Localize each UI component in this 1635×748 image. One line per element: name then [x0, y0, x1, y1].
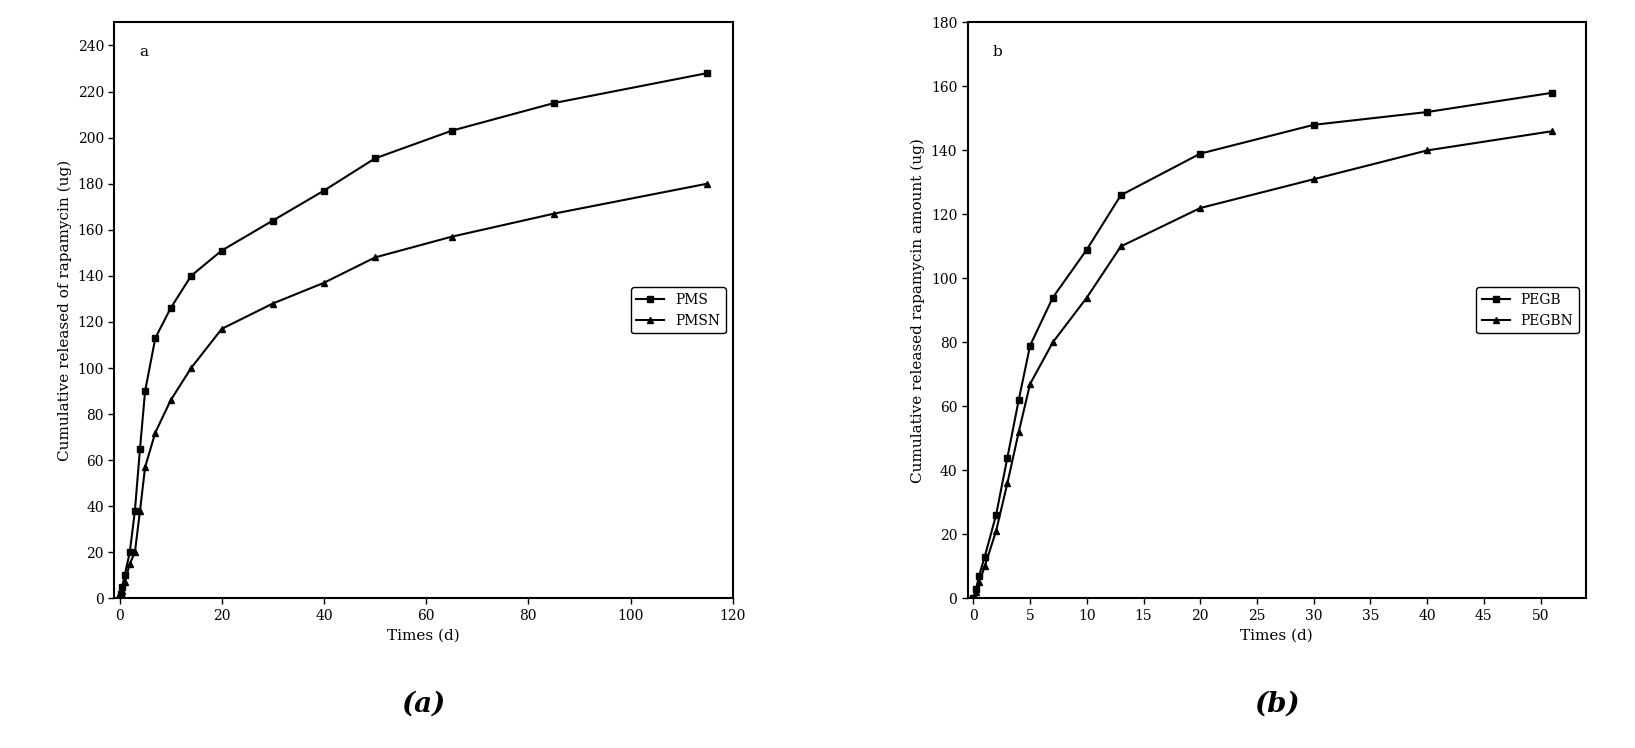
- PMSN: [365, 253, 384, 262]
- PEGB: [963, 594, 983, 603]
- PMS: [441, 126, 461, 135]
- PEGB: [1077, 245, 1097, 254]
- PMS: [146, 334, 165, 343]
- Text: (a): (a): [402, 690, 446, 717]
- PMS: [110, 594, 129, 603]
- PEGB: [1020, 341, 1040, 350]
- PMS: [213, 246, 232, 255]
- PMSN: [441, 232, 461, 241]
- PEGBN: [966, 587, 986, 596]
- PMSN: [698, 180, 718, 188]
- PEGBN: [1542, 126, 1561, 135]
- PMS: [126, 506, 146, 515]
- PEGB: [974, 552, 994, 561]
- PEGBN: [963, 594, 983, 603]
- PMS: [160, 304, 180, 313]
- Line: PEGB: PEGB: [970, 89, 1555, 602]
- PMS: [113, 583, 132, 592]
- PEGB: [997, 453, 1017, 462]
- PMSN: [181, 364, 201, 373]
- PEGBN: [1112, 242, 1131, 251]
- Line: PEGBN: PEGBN: [970, 128, 1555, 602]
- PMSN: [544, 209, 564, 218]
- Text: (b): (b): [1254, 690, 1300, 717]
- PEGB: [966, 584, 986, 593]
- Y-axis label: Cumulative released of rapamycin (ug): Cumulative released of rapamycin (ug): [57, 160, 72, 461]
- PMSN: [314, 278, 334, 287]
- PMS: [119, 548, 139, 557]
- PMSN: [263, 299, 283, 308]
- Legend: PMS, PMSN: PMS, PMSN: [631, 287, 726, 334]
- PMSN: [110, 594, 129, 603]
- PMSN: [160, 396, 180, 405]
- PEGB: [1043, 293, 1063, 302]
- PMSN: [136, 462, 155, 471]
- PEGBN: [997, 479, 1017, 488]
- PEGB: [970, 571, 989, 580]
- PMSN: [111, 592, 131, 601]
- PEGB: [986, 511, 1006, 520]
- PEGBN: [1190, 203, 1210, 212]
- PMS: [181, 272, 201, 280]
- PEGB: [1009, 396, 1028, 405]
- PEGB: [1542, 88, 1561, 97]
- X-axis label: Times (d): Times (d): [1241, 628, 1313, 643]
- PEGB: [1112, 191, 1131, 200]
- PEGBN: [1418, 146, 1437, 155]
- PMS: [111, 589, 131, 598]
- PMS: [544, 99, 564, 108]
- Text: b: b: [992, 46, 1002, 60]
- PMS: [698, 69, 718, 78]
- PMSN: [213, 325, 232, 334]
- PMS: [314, 186, 334, 195]
- Legend: PEGB, PEGBN: PEGB, PEGBN: [1476, 287, 1579, 334]
- PMS: [114, 571, 134, 580]
- PEGB: [1190, 149, 1210, 158]
- PMSN: [113, 587, 132, 596]
- PEGBN: [986, 527, 1006, 536]
- PEGB: [1418, 108, 1437, 117]
- PEGBN: [1077, 293, 1097, 302]
- PMSN: [131, 506, 150, 515]
- Line: PMS: PMS: [116, 70, 711, 602]
- PMS: [365, 154, 384, 163]
- Line: PMSN: PMSN: [116, 180, 711, 602]
- PMS: [136, 387, 155, 396]
- PMSN: [126, 548, 146, 557]
- PEGBN: [1009, 428, 1028, 437]
- PEGBN: [970, 578, 989, 587]
- PEGBN: [974, 562, 994, 571]
- PEGBN: [1043, 338, 1063, 347]
- X-axis label: Times (d): Times (d): [387, 628, 459, 643]
- PMSN: [114, 577, 134, 586]
- PMSN: [146, 428, 165, 437]
- Text: a: a: [139, 46, 149, 60]
- PMS: [131, 444, 150, 453]
- Y-axis label: Cumulative released rapamycin amount (ug): Cumulative released rapamycin amount (ug…: [911, 138, 925, 483]
- PMS: [263, 216, 283, 225]
- PEGB: [1303, 120, 1323, 129]
- PMSN: [119, 560, 139, 568]
- PEGBN: [1020, 379, 1040, 388]
- PEGBN: [1303, 175, 1323, 184]
